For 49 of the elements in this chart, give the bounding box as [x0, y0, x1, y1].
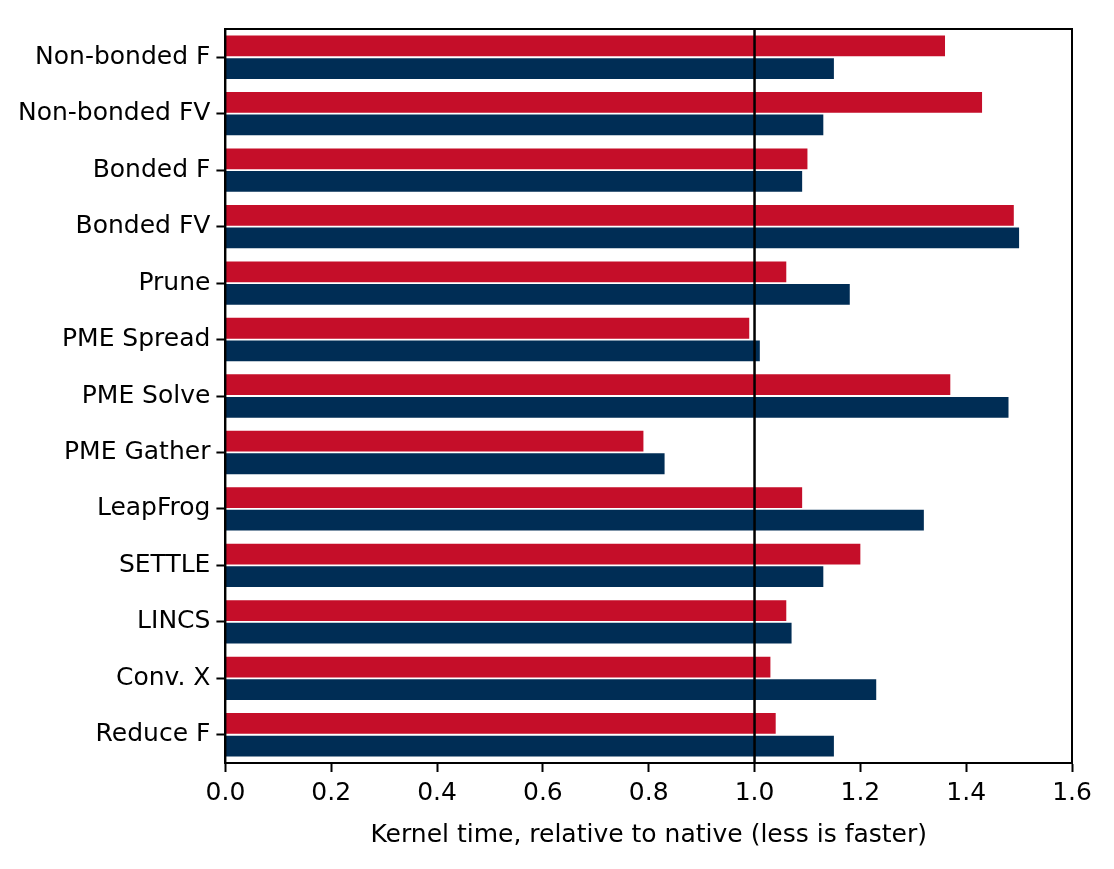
bar [225, 679, 877, 700]
bar [225, 453, 665, 475]
bar [225, 430, 644, 452]
x-tick-label: 0.6 [523, 776, 563, 806]
bar [225, 317, 750, 339]
y-tick-label: LeapFrog [96, 492, 211, 522]
x-tick-label: 0.2 [311, 776, 352, 806]
bar [225, 396, 1009, 418]
bar [225, 204, 1014, 226]
bar [225, 58, 834, 79]
y-tick-label: Non-bonded F [35, 40, 211, 70]
x-tick-label: 1.4 [946, 776, 987, 806]
y-tick-label: PME Gather [64, 435, 212, 465]
y-tick-label: Reduce F [95, 718, 211, 748]
y-tick-label: Prune [138, 266, 211, 296]
bar [225, 171, 803, 192]
x-tick-label: 1.0 [734, 776, 775, 806]
y-tick-label: PME Spread [61, 323, 211, 353]
y-tick-label: Conv. X [115, 661, 211, 691]
bar [225, 487, 803, 509]
y-tick-label: PME Solve [81, 379, 211, 409]
bar [225, 543, 861, 565]
bar [225, 656, 771, 678]
bar [225, 92, 983, 113]
bar [225, 509, 924, 531]
x-tick-label: 1.6 [1052, 776, 1092, 806]
bar [225, 35, 946, 57]
bar [225, 622, 792, 644]
bar [225, 340, 760, 362]
x-tick-label: 0.0 [205, 776, 246, 806]
bar [225, 735, 834, 757]
x-tick-label: 0.4 [417, 776, 457, 806]
bar [225, 227, 1020, 249]
x-axis-title: Kernel time, relative to native (less is faster) [370, 818, 927, 848]
bar [225, 114, 824, 136]
bar [225, 600, 787, 621]
y-tick-label: Non-bonded FV [18, 97, 211, 127]
x-tick-label: 0.8 [628, 776, 669, 806]
y-tick-label: Bonded F [92, 153, 211, 183]
x-tick-label: 1.2 [840, 776, 881, 806]
bar [225, 148, 808, 170]
bar [225, 566, 824, 588]
bar [225, 713, 776, 734]
bar [225, 374, 951, 396]
bar [225, 283, 850, 305]
bar [225, 261, 787, 283]
y-tick-label: Bonded FV [75, 210, 211, 240]
y-tick-label: SETTLE [118, 548, 211, 578]
y-tick-label: LINCS [137, 605, 211, 635]
